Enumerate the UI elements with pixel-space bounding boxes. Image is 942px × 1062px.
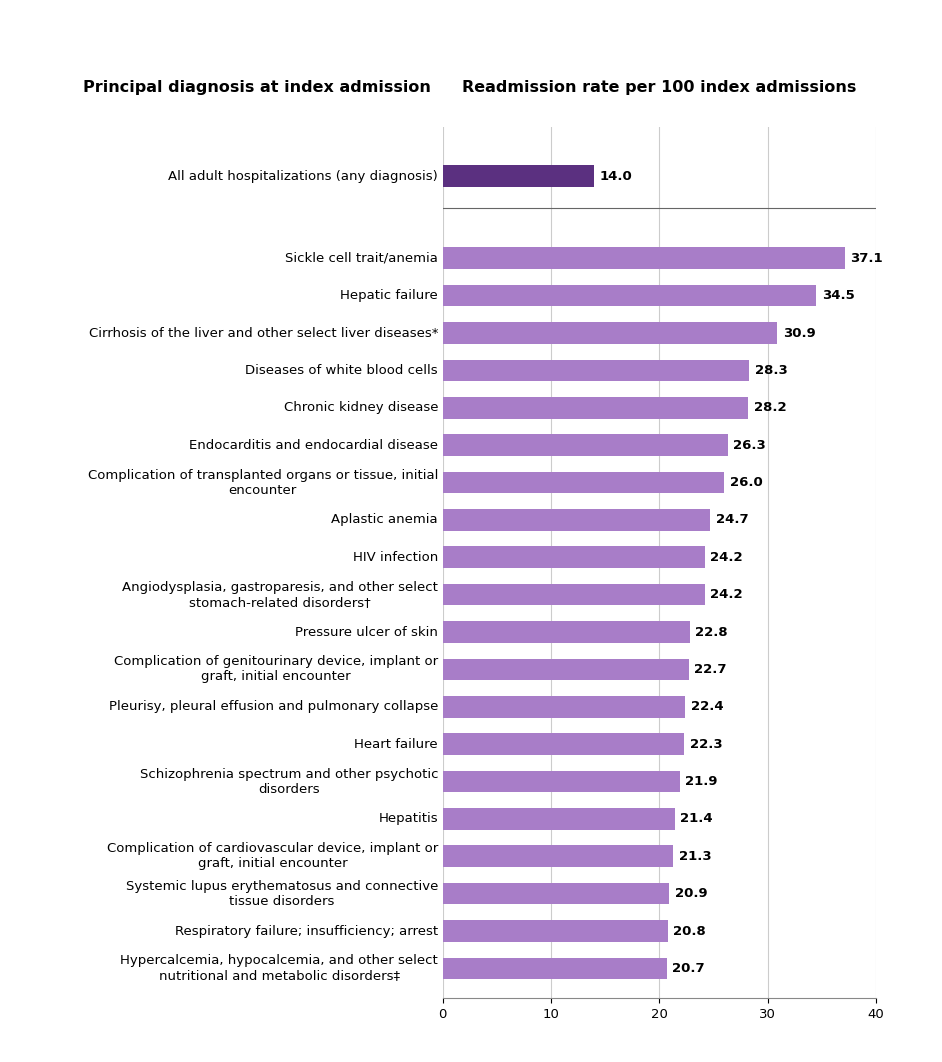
- Text: Endocarditis and endocardial disease: Endocarditis and endocardial disease: [189, 439, 438, 451]
- Text: Complication of transplanted organs or tissue, initial
encounter: Complication of transplanted organs or t…: [88, 468, 438, 497]
- Text: Heart failure: Heart failure: [354, 738, 438, 751]
- Text: 26.0: 26.0: [730, 476, 763, 489]
- Bar: [443, 547, 705, 568]
- Text: 28.3: 28.3: [755, 364, 788, 377]
- Text: HIV infection: HIV infection: [353, 551, 438, 564]
- Text: Hepatic failure: Hepatic failure: [340, 289, 438, 302]
- Text: 26.3: 26.3: [733, 439, 766, 451]
- Text: 22.3: 22.3: [690, 738, 723, 751]
- Text: 24.2: 24.2: [710, 588, 743, 601]
- Bar: [443, 845, 674, 867]
- Text: 24.7: 24.7: [716, 513, 748, 527]
- Bar: [443, 472, 724, 494]
- Text: Respiratory failure; insufficiency; arrest: Respiratory failure; insufficiency; arre…: [175, 925, 438, 938]
- Text: Pressure ulcer of skin: Pressure ulcer of skin: [295, 626, 438, 638]
- Bar: [443, 920, 668, 942]
- Bar: [443, 733, 684, 755]
- Text: 24.2: 24.2: [710, 551, 743, 564]
- Text: Angiodysplasia, gastroparesis, and other select
stomach-related disorders†: Angiodysplasia, gastroparesis, and other…: [122, 581, 438, 609]
- Bar: [443, 166, 594, 187]
- Text: Principal diagnosis at index admission: Principal diagnosis at index admission: [83, 80, 430, 95]
- Bar: [443, 958, 667, 979]
- Bar: [443, 883, 669, 905]
- Bar: [443, 771, 680, 792]
- Text: Chronic kidney disease: Chronic kidney disease: [284, 401, 438, 414]
- Bar: [443, 509, 710, 531]
- Bar: [443, 584, 705, 605]
- Text: Diseases of white blood cells: Diseases of white blood cells: [246, 364, 438, 377]
- Text: Hypercalcemia, hypocalcemia, and other select
nutritional and metabolic disorder: Hypercalcemia, hypocalcemia, and other s…: [121, 955, 438, 982]
- Bar: [443, 658, 689, 681]
- Bar: [443, 434, 727, 456]
- Text: 22.8: 22.8: [695, 626, 728, 638]
- Text: 20.9: 20.9: [674, 887, 707, 901]
- Text: Pleurisy, pleural effusion and pulmonary collapse: Pleurisy, pleural effusion and pulmonary…: [108, 700, 438, 714]
- Text: Hepatitis: Hepatitis: [379, 812, 438, 825]
- Text: 28.2: 28.2: [754, 401, 787, 414]
- Text: Schizophrenia spectrum and other psychotic
disorders: Schizophrenia spectrum and other psychot…: [139, 768, 438, 795]
- Text: Readmission rate per 100 index admissions: Readmission rate per 100 index admission…: [463, 80, 856, 95]
- Text: 21.3: 21.3: [679, 850, 711, 862]
- Bar: [443, 360, 749, 381]
- Bar: [443, 397, 748, 418]
- Text: 37.1: 37.1: [850, 252, 883, 264]
- Text: Complication of genitourinary device, implant or
graft, initial encounter: Complication of genitourinary device, im…: [114, 655, 438, 683]
- Text: Complication of cardiovascular device, implant or
graft, initial encounter: Complication of cardiovascular device, i…: [106, 842, 438, 870]
- Bar: [443, 808, 674, 829]
- Text: 34.5: 34.5: [821, 289, 854, 302]
- Text: 30.9: 30.9: [783, 326, 816, 340]
- Text: 22.7: 22.7: [694, 663, 726, 675]
- Bar: [443, 285, 817, 307]
- Text: Systemic lupus erythematosus and connective
tissue disorders: Systemic lupus erythematosus and connect…: [125, 879, 438, 908]
- Text: Sickle cell trait/anemia: Sickle cell trait/anemia: [285, 252, 438, 264]
- Text: 20.8: 20.8: [674, 925, 706, 938]
- Text: 20.7: 20.7: [673, 962, 705, 975]
- Bar: [443, 247, 845, 269]
- Text: 21.9: 21.9: [686, 775, 718, 788]
- Text: 14.0: 14.0: [600, 170, 633, 183]
- Bar: [443, 621, 690, 643]
- Text: 22.4: 22.4: [690, 700, 723, 714]
- Text: Cirrhosis of the liver and other select liver diseases*: Cirrhosis of the liver and other select …: [89, 326, 438, 340]
- Text: Aplastic anemia: Aplastic anemia: [332, 513, 438, 527]
- Text: All adult hospitalizations (any diagnosis): All adult hospitalizations (any diagnosi…: [169, 170, 438, 183]
- Bar: [443, 322, 777, 344]
- Text: 21.4: 21.4: [680, 812, 712, 825]
- Bar: [443, 696, 686, 718]
